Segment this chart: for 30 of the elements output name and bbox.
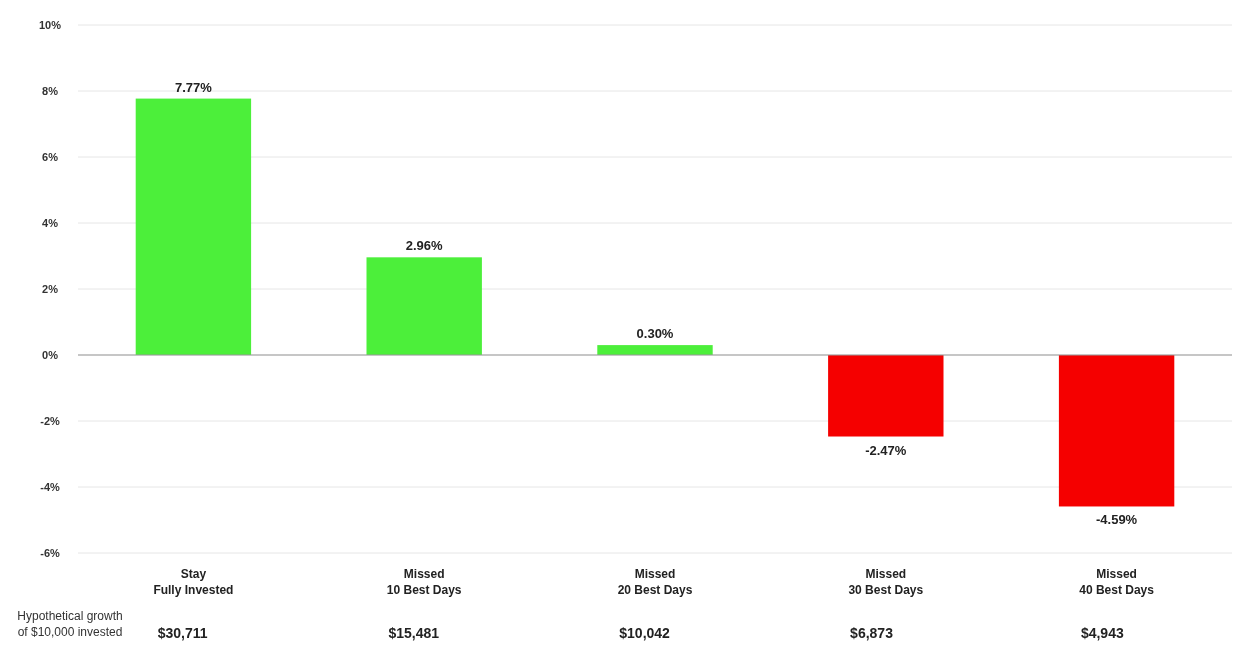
x-tick-label: Missed 40 Best Days	[1079, 567, 1155, 597]
y-tick-label: -2%	[40, 415, 60, 427]
y-tick-label: 2%	[42, 283, 59, 295]
y-tick-label: -6%	[40, 547, 60, 559]
y-tick-label: 6%	[42, 151, 59, 163]
data-label: 0.30%	[636, 326, 674, 342]
y-tick-label: 0%	[42, 349, 59, 361]
x-tick-label: Missed 20 Best Days	[617, 567, 693, 597]
y-tick-label: 4%	[42, 217, 59, 229]
text: $10,042	[619, 625, 671, 641]
text: Hypothetical growth of $10,000 invested	[17, 609, 123, 639]
y-tick-label: -4%	[40, 481, 60, 493]
bar	[366, 257, 482, 355]
data-label: -4.59%	[1096, 512, 1138, 528]
x-tick-label: Stay Fully Invested	[153, 567, 234, 597]
bar	[1058, 355, 1175, 507]
text: $4,943	[1080, 625, 1124, 641]
y-tick-label: 10%	[38, 19, 62, 31]
bar	[135, 98, 252, 355]
data-label: 2.96%	[405, 238, 444, 254]
x-tick-label: Missed 30 Best Days	[848, 567, 924, 597]
data-label: -2.47%	[865, 442, 907, 458]
bar	[597, 345, 713, 355]
x-tick-label: Missed 10 Best Days	[386, 567, 462, 597]
data-label: 7.77%	[174, 79, 213, 95]
text: $30,711	[157, 625, 208, 641]
bar	[828, 355, 944, 437]
text: $6,873	[850, 625, 894, 641]
text: $15,481	[388, 625, 440, 641]
y-tick-label: 8%	[42, 85, 59, 97]
